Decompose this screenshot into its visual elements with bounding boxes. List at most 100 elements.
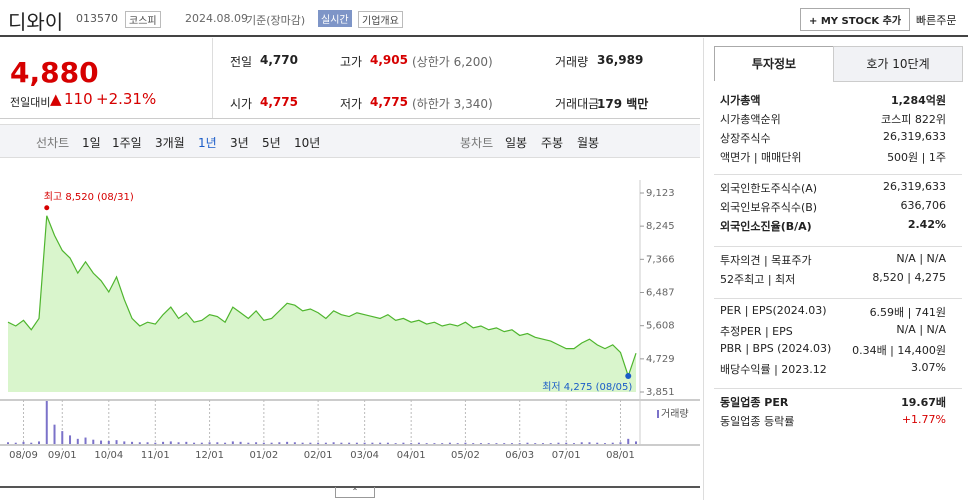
high-marker	[44, 205, 50, 211]
info-tab[interactable]: 호가 10단계	[833, 46, 963, 82]
x-tick-label: 08/01	[606, 450, 635, 461]
group-divider	[714, 174, 962, 175]
volume-bar	[53, 424, 56, 444]
volume-bar	[177, 442, 180, 444]
candle-tab[interactable]: 월봉	[577, 136, 600, 150]
period-tab[interactable]: 10년	[294, 136, 321, 150]
info-label: 동일업종 PER	[720, 396, 789, 409]
price-area	[8, 215, 636, 392]
volume-bar	[231, 441, 234, 444]
volume-bar	[216, 442, 219, 444]
company-info[interactable]: 기업개요	[358, 11, 403, 28]
collapse-button[interactable]: ⌃	[335, 487, 375, 498]
candle-tab[interactable]: 주봉	[541, 136, 564, 150]
volume-bar	[61, 431, 64, 444]
info-value: 19.67배	[901, 396, 946, 409]
info-label: 투자의견 | 목표주가	[720, 254, 812, 267]
volume-bar	[379, 442, 382, 444]
info-value: 636,706	[900, 199, 947, 212]
info-label: 추정PER | EPS	[720, 325, 793, 338]
info-label: 시가총액	[720, 94, 761, 107]
y-tick-label: 9,123	[646, 188, 675, 199]
volume-bar	[278, 442, 281, 444]
line-chart-label: 선차트	[36, 136, 70, 150]
info-label: 외국인한도주식수(A)	[720, 182, 818, 195]
quote-label: 시가	[230, 97, 253, 111]
volume-bar	[495, 443, 498, 444]
volume-bar	[14, 442, 17, 444]
tab-bar	[0, 124, 700, 158]
quick-order[interactable]: 빠른주문	[916, 14, 957, 27]
volume-bar	[247, 442, 250, 444]
volume-bar	[588, 442, 591, 444]
quote-value: 4,770	[260, 53, 298, 67]
volume-bar	[565, 442, 568, 444]
volume-bar	[317, 442, 320, 444]
change-label: 전일대비	[10, 96, 51, 109]
volume-bar	[286, 441, 289, 444]
info-label: 52주최고 | 최저	[720, 273, 796, 286]
volume-bar	[479, 443, 482, 444]
volume-bar	[441, 443, 444, 444]
volume-bar	[22, 441, 25, 444]
quote-label: 고가	[340, 55, 363, 69]
volume-bar	[472, 443, 475, 444]
group-divider	[714, 298, 962, 299]
volume-bar	[580, 442, 583, 444]
info-value: N/A | N/A	[896, 252, 946, 265]
chart: 3,851 4,729 5,608 6,487 7,366 8,245 9,123 08/09…	[0, 180, 700, 461]
y-tick-label: 7,366	[646, 254, 675, 265]
volume-bar	[557, 442, 560, 444]
quote-area	[0, 38, 700, 119]
volume-bar	[526, 442, 529, 444]
volume-bar	[154, 442, 157, 444]
stock-name: 디와이	[8, 10, 64, 34]
period-tab[interactable]: 5년	[262, 136, 281, 150]
change: 110	[64, 90, 93, 108]
info-value: 500원 | 1주	[887, 151, 946, 164]
volume-bar	[635, 441, 637, 444]
period-tab[interactable]: 1주일	[112, 136, 142, 150]
period-tab[interactable]: 3개월	[155, 136, 185, 150]
candle-tab[interactable]: 일봉	[505, 136, 528, 150]
quote-note: (상한가 6,200)	[412, 55, 493, 69]
info-value: 3.07%	[911, 361, 946, 374]
volume-bar	[487, 443, 490, 444]
x-tick-label: 06/03	[505, 450, 534, 461]
high-label: 최고 8,520 (08/31)	[44, 191, 134, 203]
info-label: 액면가 | 매매단위	[720, 151, 802, 164]
legend-swatch	[657, 410, 659, 418]
volume-bar	[425, 443, 428, 444]
volume-bar	[603, 443, 606, 444]
info-tab[interactable]: 투자정보	[714, 46, 834, 81]
period-tab[interactable]: 1일	[82, 136, 101, 150]
quote-value: 36,989	[597, 53, 644, 67]
volume-bar	[510, 443, 513, 444]
x-tick-label: 11/01	[141, 450, 170, 461]
volume-bar	[84, 437, 87, 444]
volume-bar	[332, 442, 335, 444]
info-label: 상장주식수	[720, 132, 771, 145]
y-tick-label: 3,851	[646, 387, 675, 398]
my-stock-button[interactable]: + MY STOCK 추가	[800, 8, 911, 31]
info-value: 26,319,633	[883, 180, 946, 193]
volume-bar	[7, 442, 9, 444]
volume-bar	[371, 442, 374, 444]
x-tick-label: 04/01	[397, 450, 426, 461]
info-value: +1.77%	[901, 413, 946, 426]
volume-bar	[386, 442, 389, 444]
volume-bar	[162, 441, 165, 444]
volume-bar	[534, 443, 537, 444]
volume-bar	[448, 442, 451, 444]
info-value: 6.59배 | 741원	[869, 306, 946, 319]
divider	[0, 486, 700, 488]
period-tab[interactable]: 1년	[198, 136, 217, 150]
volume-bar	[518, 443, 521, 444]
volume-bar	[572, 443, 575, 444]
change-rate: +2.31%	[96, 90, 157, 108]
period-tab[interactable]: 3년	[230, 136, 249, 150]
realtime[interactable]: 실시간	[318, 10, 352, 27]
volume-bar	[627, 438, 630, 444]
info-value: N/A | N/A	[896, 323, 946, 336]
